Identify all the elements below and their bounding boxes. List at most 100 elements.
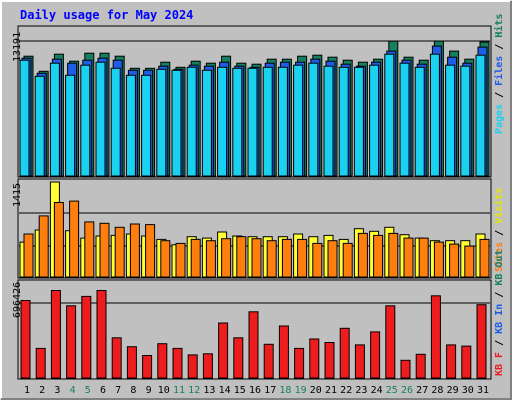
day-label-26: 26 (401, 385, 413, 396)
day-label-14: 14 (219, 385, 231, 396)
bar-sites-day-24 (373, 234, 384, 278)
bar-sites-day-4 (69, 200, 80, 278)
bar-kb-f-day-9 (142, 355, 153, 379)
bar-kb-f-day-3 (50, 290, 61, 379)
bar-kb-f-day-18 (278, 325, 289, 379)
day-label-8: 8 (130, 385, 136, 396)
bar-pages-day-16 (247, 67, 258, 177)
legend-sites: Sites (493, 242, 505, 272)
legend-kbytes: KB F / KB In / KB Out (494, 250, 505, 376)
day-label-11: 11 (173, 385, 185, 396)
bar-sites-day-8 (129, 223, 140, 278)
bar-kb-f-day-26 (400, 359, 411, 379)
bar-pages-day-27 (414, 66, 425, 177)
bar-kb-f-day-7 (111, 337, 122, 379)
bar-kb-f-day-12 (187, 354, 198, 379)
bar-pages-day-5 (80, 64, 91, 177)
bar-sites-day-13 (205, 240, 216, 278)
bar-sites-day-1 (23, 233, 34, 278)
bar-kb-f-day-8 (126, 346, 137, 379)
bar-pages-day-7 (110, 67, 121, 177)
day-label-23: 23 (355, 385, 367, 396)
bar-sites-day-11 (175, 242, 186, 278)
svg-text:Pages / Files / Hits: Pages / Files / Hits (493, 14, 505, 134)
bar-pages-day-9 (141, 74, 152, 177)
bar-kb-f-day-19 (294, 347, 305, 379)
bar-sites-day-3 (53, 202, 64, 278)
day-label-27: 27 (416, 385, 428, 396)
day-label-9: 9 (146, 385, 152, 396)
bar-pages-day-30 (460, 65, 471, 177)
day-label-25: 25 (386, 385, 398, 396)
bar-kb-f-day-2 (35, 347, 46, 379)
bar-sites-day-31 (479, 238, 490, 278)
svg-text:Sites / Visits: Sites / Visits (493, 188, 505, 272)
bar-kb-f-day-13 (202, 353, 213, 379)
bar-pages-day-18 (277, 66, 288, 177)
bar-sites-day-14 (221, 238, 232, 278)
ytick-visits: 1415 (12, 183, 23, 207)
bars-hits-files-pages (19, 40, 490, 177)
bar-sites-day-6 (99, 222, 110, 278)
bar-kb-f-day-31 (476, 304, 487, 379)
bar-sites-day-30 (464, 245, 475, 278)
bar-sites-day-29 (449, 243, 460, 278)
bar-pages-day-10 (156, 68, 167, 177)
day-label-4: 4 (70, 385, 76, 396)
day-label-12: 12 (188, 385, 200, 396)
day-label-13: 13 (203, 385, 215, 396)
bar-pages-day-28 (429, 53, 440, 177)
bar-kb-f-day-5 (81, 295, 92, 379)
panel-visits-sites: 1415 Sites / Visits (12, 178, 505, 279)
day-label-16: 16 (249, 385, 261, 396)
bar-pages-day-2 (34, 75, 45, 177)
bar-kb-f-day-17 (263, 343, 274, 379)
bar-sites-day-17 (266, 240, 277, 278)
legend-hits: Hits (493, 14, 505, 38)
bar-kb-f-day-6 (96, 290, 107, 379)
bar-kb-f-day-23 (354, 344, 365, 379)
bar-pages-day-29 (445, 64, 456, 177)
day-label-30: 30 (462, 385, 474, 396)
chart-title: Daily usage for May 2024 (20, 8, 193, 22)
day-label-15: 15 (234, 385, 246, 396)
bar-pages-day-6 (95, 61, 106, 177)
bar-sites-day-20 (312, 242, 323, 278)
bar-kb-f-day-21 (324, 342, 335, 379)
day-label-18: 18 (279, 385, 291, 396)
svg-text:KB F / KB In / KB Out: KB F / KB In / KB Out (494, 250, 505, 376)
day-label-29: 29 (447, 385, 459, 396)
day-label-6: 6 (100, 385, 106, 396)
bar-sites-day-16 (251, 238, 262, 278)
bar-sites-day-22 (342, 242, 353, 278)
bar-kb-f-day-15 (233, 337, 244, 379)
bar-pages-day-8 (125, 74, 136, 177)
bar-sites-day-10 (160, 240, 171, 278)
day-label-17: 17 (264, 385, 276, 396)
bar-sites-day-15 (236, 236, 247, 278)
bar-pages-day-22 (338, 66, 349, 177)
bar-pages-day-24 (369, 64, 380, 177)
legend-kb-out: KB Out (494, 250, 505, 286)
bar-sites-day-28 (433, 241, 444, 278)
bar-kb-f-day-25 (385, 305, 396, 379)
bar-kb-f-day-22 (339, 327, 350, 379)
legend-visits: Visits (493, 188, 505, 224)
bar-pages-day-25 (384, 53, 395, 177)
day-label-2: 2 (39, 385, 45, 396)
day-label-31: 31 (477, 385, 489, 396)
ytick-kb: 696426 (12, 282, 23, 318)
bar-pages-day-13 (201, 69, 212, 177)
day-label-3: 3 (54, 385, 60, 396)
day-label-22: 22 (340, 385, 352, 396)
bar-kb-f-day-16 (248, 311, 259, 379)
panel-kbytes: 696426 KB F / KB In / KB Out (12, 250, 505, 380)
bar-pages-day-26 (399, 62, 410, 177)
bar-pages-day-21 (323, 65, 334, 177)
bars-kbytes (20, 290, 487, 379)
bar-sites-day-5 (84, 221, 95, 278)
bar-pages-day-3 (49, 62, 60, 177)
bar-sites-day-18 (281, 238, 292, 278)
